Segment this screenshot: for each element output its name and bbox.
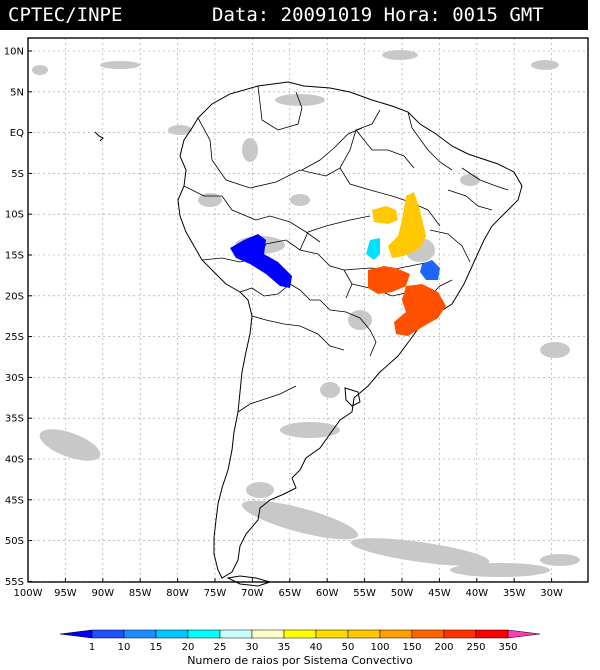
colorbar-label: 50 bbox=[342, 642, 355, 653]
colorbar-swatch bbox=[411, 629, 445, 639]
lon-label: 75W bbox=[204, 588, 227, 599]
datetime-label: Data: 20091019 Hora: 0015 GMT bbox=[212, 4, 544, 26]
lon-label: 100W bbox=[14, 588, 43, 599]
system-sp-mg bbox=[394, 284, 446, 336]
colorbar-swatch bbox=[251, 629, 285, 639]
lat-label: 10S bbox=[5, 210, 24, 221]
system-ms-parana bbox=[368, 266, 410, 294]
lon-label: 70W bbox=[241, 588, 264, 599]
colorbar-label: 350 bbox=[498, 642, 517, 653]
colorbar-swatch bbox=[475, 629, 509, 639]
colorbar-label: 200 bbox=[434, 642, 453, 653]
lat-label: 45S bbox=[5, 495, 24, 506]
colorbar-label: 100 bbox=[370, 642, 389, 653]
lon-label: 95W bbox=[54, 588, 77, 599]
colorbar-swatch bbox=[379, 629, 413, 639]
colorbar-label: 1 bbox=[89, 642, 95, 653]
colorbar-swatch bbox=[443, 629, 477, 639]
lon-label: 40W bbox=[465, 588, 488, 599]
lat-label: 25S bbox=[5, 332, 24, 343]
colorbar-label: 40 bbox=[310, 642, 323, 653]
colorbar-swatch bbox=[315, 629, 349, 639]
colorbar: 1 10 15 20 25 30 35 40 50 100 150 200 250 350 bbox=[59, 629, 541, 653]
lat-label: 20S bbox=[5, 291, 24, 302]
lat-label: 5N bbox=[10, 87, 24, 98]
lon-label: 35W bbox=[503, 588, 526, 599]
colorbar-label: 35 bbox=[278, 642, 291, 653]
lat-label: 50S bbox=[5, 536, 24, 547]
latitude-labels: 10N 5N EQ 5S 10S 15S 20S 25S 30S 35S 40S 45S 50S 55S bbox=[4, 47, 24, 588]
lon-label: 85W bbox=[129, 588, 152, 599]
lat-label: 40S bbox=[5, 455, 24, 466]
lon-label: 80W bbox=[166, 588, 189, 599]
system-goias bbox=[388, 192, 426, 258]
longitude-labels: 100W 95W 90W 85W 80W 75W 70W 65W 60W 55W 50W 45W 40W… bbox=[14, 588, 564, 599]
system-mato-grosso bbox=[366, 238, 380, 260]
lat-label: 10N bbox=[4, 47, 24, 58]
lat-label: 15S bbox=[5, 251, 24, 262]
map-header: CPTEC/INPE Data: 20091019 Hora: 0015 GMT bbox=[0, 0, 588, 30]
lon-label: 50W bbox=[391, 588, 414, 599]
colorbar-swatch bbox=[187, 629, 221, 639]
colorbar-swatch bbox=[155, 629, 189, 639]
lon-label: 65W bbox=[278, 588, 301, 599]
source-label: CPTEC/INPE bbox=[8, 4, 123, 26]
lightning-map: 10N5NEQ5S10S15S20S25S30S35S40S45S50S55S … bbox=[4, 37, 589, 653]
lat-label: 30S bbox=[5, 373, 24, 384]
system-minas-west bbox=[420, 260, 440, 280]
colorbar-label: 10 bbox=[118, 642, 131, 653]
colorbar-swatch bbox=[123, 629, 157, 639]
colorbar-swatch bbox=[219, 629, 253, 639]
colorbar-label: 20 bbox=[182, 642, 195, 653]
colorbar-swatch bbox=[91, 629, 125, 639]
convective-systems bbox=[230, 192, 446, 336]
lon-label: 90W bbox=[91, 588, 114, 599]
colorbar-label: 150 bbox=[402, 642, 421, 653]
lon-label: 55W bbox=[353, 588, 376, 599]
plot-frame bbox=[27, 37, 589, 583]
colorbar-label: 25 bbox=[214, 642, 227, 653]
lat-label: 5S bbox=[11, 169, 24, 180]
colorbar-caption: Numero de raios por Sistema Convectivo bbox=[187, 654, 413, 667]
lon-label: 60W bbox=[316, 588, 339, 599]
colorbar-label: 15 bbox=[150, 642, 163, 653]
system-goias-north bbox=[372, 206, 398, 224]
colorbar-swatch bbox=[59, 629, 93, 639]
lon-label: 45W bbox=[428, 588, 451, 599]
colorbar-swatch bbox=[347, 629, 381, 639]
lat-label: EQ bbox=[10, 128, 24, 139]
colorbar-label: 250 bbox=[466, 642, 485, 653]
lat-label: 55S bbox=[5, 577, 24, 588]
lat-label: 35S bbox=[5, 414, 24, 425]
lon-label: 30W bbox=[540, 588, 563, 599]
system-bolivia bbox=[230, 234, 292, 288]
colorbar-label: 30 bbox=[246, 642, 259, 653]
colorbar-swatch bbox=[507, 629, 541, 639]
colorbar-swatch bbox=[283, 629, 317, 639]
